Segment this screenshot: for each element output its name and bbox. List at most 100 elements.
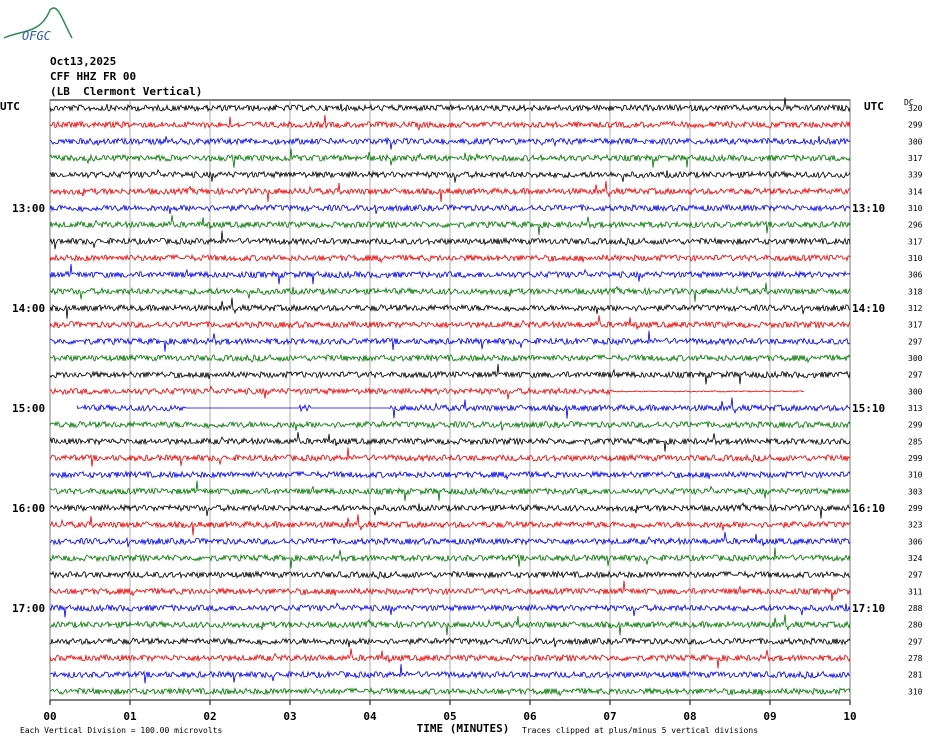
trace (49, 480, 851, 502)
dc-value: 297 (908, 571, 923, 580)
x-label: TIME (MINUTES) (417, 722, 510, 735)
dc-value: 281 (908, 671, 923, 680)
dc-value: 320 (908, 104, 923, 113)
trace (49, 664, 851, 684)
dc-value: 339 (908, 171, 923, 180)
dc-value: 310 (908, 254, 923, 263)
trace (49, 148, 851, 168)
dc-value: 300 (908, 137, 923, 146)
trace (49, 315, 851, 330)
trace (49, 363, 851, 385)
dc-value: 285 (908, 437, 923, 446)
trace (49, 531, 851, 548)
trace (49, 636, 851, 648)
dc-value: 310 (908, 471, 923, 480)
x-tick-label: 06 (523, 710, 537, 723)
trace (49, 447, 851, 467)
dc-value: 299 (908, 454, 923, 463)
dc-value: 299 (908, 504, 923, 513)
dc-value: 303 (908, 487, 923, 496)
trace (49, 686, 851, 697)
x-tick-label: 00 (43, 710, 56, 723)
dc-value: 317 (908, 154, 923, 163)
right-title: UTC (864, 100, 884, 113)
x-tick-label: 03 (283, 710, 296, 723)
dc-value: 317 (908, 321, 923, 330)
trace (49, 514, 851, 536)
x-tick-label: 02 (203, 710, 216, 723)
dc-value: 297 (908, 371, 923, 380)
trace (49, 385, 805, 400)
trace (49, 502, 851, 519)
trace (49, 253, 851, 264)
trace (49, 431, 851, 452)
dc-value: 297 (908, 337, 923, 346)
trace (49, 168, 851, 183)
dc-value: 311 (908, 587, 923, 596)
trace (49, 602, 851, 618)
dc-value: 306 (908, 537, 923, 546)
dc-value: 300 (908, 354, 923, 363)
x-tick-label: 08 (683, 710, 696, 723)
left-time: 15:00 (12, 402, 45, 415)
trace (49, 215, 851, 236)
right-time: 16:10 (852, 502, 885, 515)
dc-value: 297 (908, 637, 923, 646)
dc-value: 299 (908, 121, 923, 130)
dc-value: 288 (908, 604, 923, 613)
dc-value: 312 (908, 304, 923, 313)
dc-value: 280 (908, 621, 923, 630)
dc-value: 314 (908, 187, 923, 196)
trace (49, 470, 851, 481)
dc-value: 313 (908, 404, 923, 413)
x-tick-label: 01 (123, 710, 137, 723)
right-time: 17:10 (852, 602, 885, 615)
trace (49, 230, 851, 250)
trace (49, 297, 851, 319)
trace (50, 614, 851, 636)
station: CFF HHZ FR 00 (50, 70, 136, 83)
left-time: 14:00 (12, 302, 45, 315)
trace (49, 547, 851, 569)
trace (49, 570, 851, 580)
left-time: 13:00 (12, 202, 45, 215)
trace (49, 135, 851, 150)
right-time: 15:10 (852, 402, 885, 415)
trace (76, 397, 851, 419)
logo: OFGC (22, 29, 52, 43)
logo-curve (3, 7, 73, 39)
dc-value: 306 (908, 271, 923, 280)
left-title: UTC (0, 100, 20, 113)
left-time: 16:00 (12, 502, 45, 515)
trace (49, 282, 851, 302)
footer-right: Traces clipped at plus/minus 5 vertical … (522, 726, 758, 735)
dc-value: 317 (908, 237, 923, 246)
location: (LB Clermont Vertical) (50, 85, 202, 98)
dc-value: 318 (908, 287, 923, 296)
trace (49, 263, 851, 285)
dc-value: 310 (908, 204, 923, 213)
right-time: 14:10 (852, 302, 885, 315)
dc-value: 296 (908, 221, 923, 230)
dc-title: DC (904, 98, 914, 107)
trace (49, 330, 851, 352)
x-tick-label: 04 (363, 710, 377, 723)
x-tick-label: 05 (443, 710, 456, 723)
right-time: 13:10 (852, 202, 885, 215)
trace (49, 648, 851, 669)
trace (49, 420, 851, 431)
left-time: 17:00 (12, 602, 45, 615)
dc-value: 324 (908, 554, 923, 563)
dc-value: 323 (908, 521, 923, 530)
dc-value: 299 (908, 421, 923, 430)
trace (49, 180, 851, 203)
x-tick-label: 07 (603, 710, 616, 723)
trace (49, 97, 851, 113)
trace (49, 353, 851, 364)
date: Oct13,2025 (50, 55, 116, 68)
trace (49, 580, 851, 602)
trace (49, 114, 851, 132)
footer-left: Each Vertical Division = 100.00 microvol… (20, 726, 222, 735)
dc-value: 300 (908, 387, 923, 396)
